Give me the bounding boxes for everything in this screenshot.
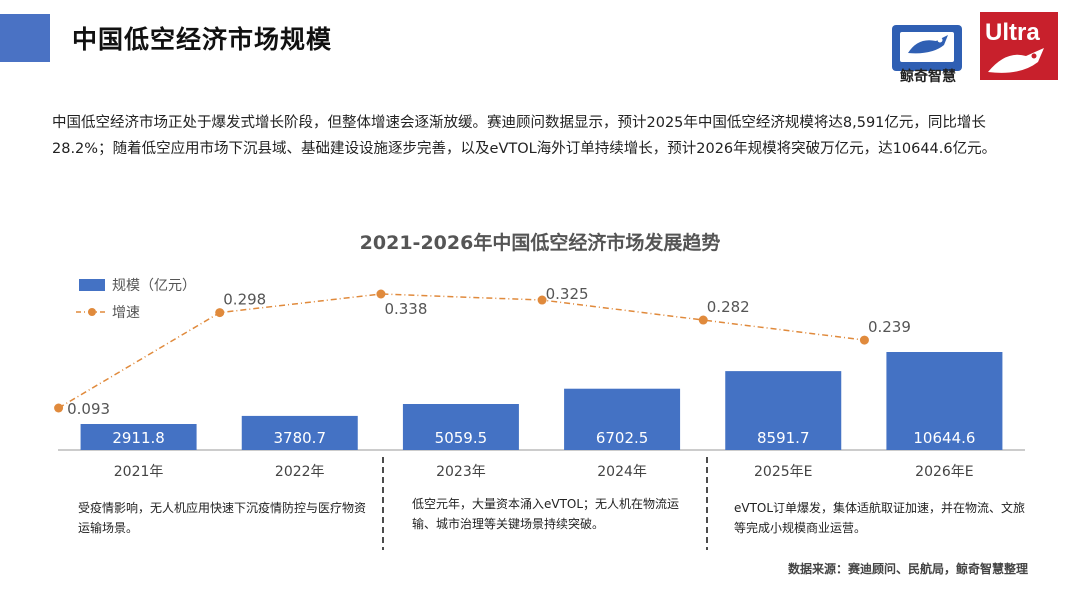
bar-4 — [725, 371, 842, 450]
x-tick-2: 2023年 — [436, 464, 486, 480]
bar-label-1: 3780.7 — [274, 429, 327, 447]
growth-point-5 — [859, 335, 869, 345]
bar-label-4: 8591.7 — [757, 429, 810, 447]
bar-3 — [564, 388, 681, 450]
bar-label-0: 2911.8 — [112, 429, 165, 447]
x-tick-4: 2025年E — [754, 464, 812, 480]
growth-label-3: 0.325 — [546, 285, 589, 303]
chart-title: 2021-2026年中国低空经济市场发展趋势 — [359, 232, 721, 254]
ultra-logo: Ultra — [980, 12, 1058, 80]
growth-label-0: 0.093 — [67, 400, 110, 418]
legend-bar-label: 规模（亿元） — [112, 278, 196, 294]
growth-point-2 — [376, 289, 386, 299]
brand-name: 鲸奇智慧 — [900, 69, 956, 85]
whale-screen-logo — [892, 25, 962, 71]
bar-1 — [241, 415, 358, 450]
bar-2 — [402, 404, 519, 450]
chart-legend: 规模（亿元） 增速 — [76, 278, 196, 321]
phase-note-2: 低空元年，大量资本涌入eVTOL；无人机在物流运输、城市治理等关键场景持续突破。 — [412, 497, 680, 531]
legend-line-label: 增速 — [112, 305, 140, 321]
x-tick-1: 2022年 — [275, 464, 325, 480]
ultra-logo-text: Ultra — [985, 19, 1040, 46]
bar-label-2: 5059.5 — [435, 429, 488, 447]
growth-label-5: 0.239 — [868, 318, 911, 336]
market-trend-chart: 规模（亿元） 增速 2911.8 3780.7 5059.5 6702.5 8591.7… — [54, 278, 1025, 550]
growth-label-4: 0.282 — [707, 298, 750, 316]
growth-line-path — [58, 293, 865, 409]
phase-note-3: eVTOL订单爆发，集体适航取证加速，并在物流、文旅等完成小规模商业运营。 — [734, 501, 1026, 535]
bar-label-5: 10644.6 — [913, 429, 975, 447]
bar-0 — [80, 424, 197, 450]
legend-line-marker — [88, 308, 96, 316]
growth-point-3 — [537, 295, 547, 305]
bar-5 — [886, 352, 1003, 450]
x-tick-5: 2026年E — [915, 464, 973, 480]
growth-label-2: 0.338 — [384, 300, 427, 318]
data-source: 数据来源：赛迪顾问、民航局，鲸奇智慧整理 — [787, 562, 1028, 576]
page-title: 中国低空经济市场规模 — [72, 25, 333, 54]
growth-point-4 — [698, 315, 708, 325]
x-tick-3: 2024年 — [597, 464, 647, 480]
bar-label-3: 6702.5 — [596, 429, 649, 447]
x-tick-0: 2021年 — [114, 464, 164, 480]
phase-note-1: 受疫情影响，无人机应用快速下沉疫情防控与医疗物资运输场景。 — [78, 501, 367, 535]
growth-point-0 — [54, 403, 64, 413]
intro-paragraph: 中国低空经济市场正处于爆发式增长阶段，但整体增速会逐渐放缓。赛迪顾问数据显示，预… — [52, 115, 997, 157]
header-accent-bar — [0, 14, 50, 62]
legend-bar-swatch — [79, 279, 105, 291]
growth-label-1: 0.298 — [223, 291, 266, 309]
growth-point-1 — [215, 308, 225, 318]
